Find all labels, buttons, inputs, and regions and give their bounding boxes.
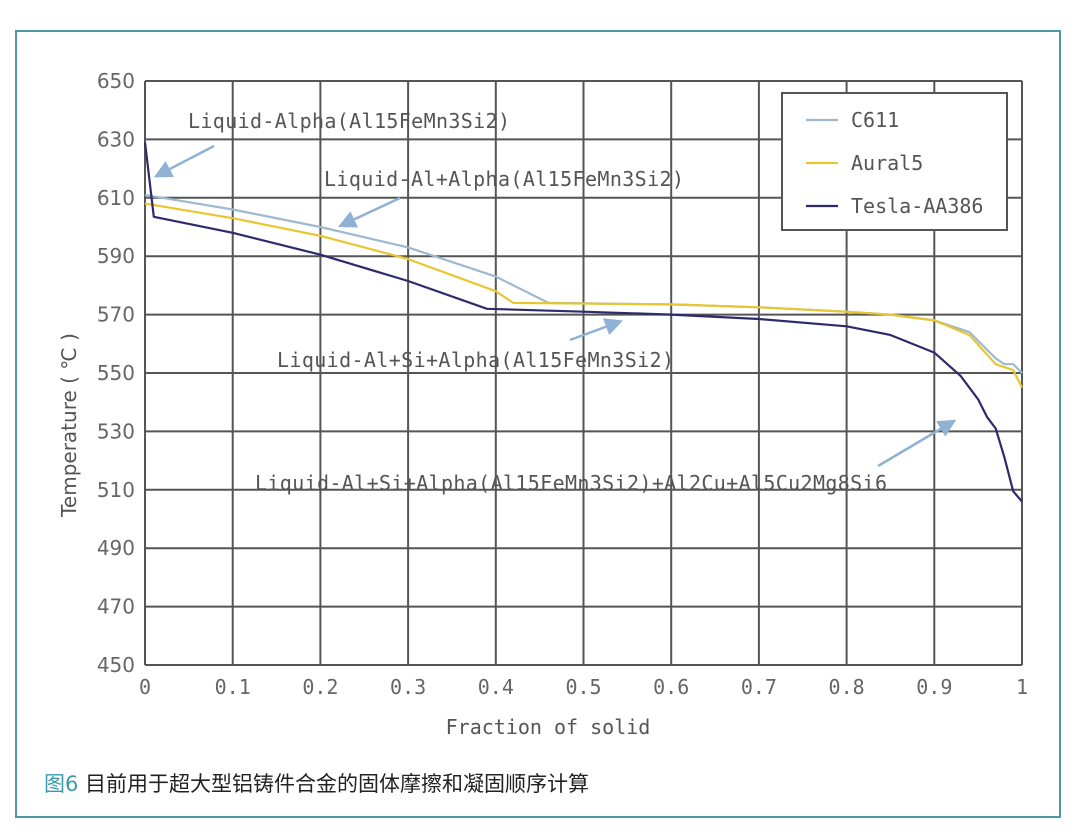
x-tick-label: 0.8 <box>829 675 865 699</box>
annotation-arrow-head <box>602 318 623 336</box>
grid <box>144 80 1023 666</box>
annotation-arrow-shaft <box>877 427 942 468</box>
y-tick-label: 530 <box>97 419 135 443</box>
series-line-aural5 <box>144 202 1023 389</box>
y-tick-label: 610 <box>97 186 135 210</box>
y-tick-label: 510 <box>97 478 135 502</box>
legend-label: Tesla-AA386 <box>851 194 983 218</box>
annotation-arrow-shaft <box>353 196 401 221</box>
annotation-arrow-head <box>153 161 174 178</box>
x-axis-label: Fraction of solid <box>446 715 651 739</box>
annotation-arrow-shaft <box>569 325 607 342</box>
annotation-arrow-shaft <box>169 144 215 171</box>
x-tick-label: 0.4 <box>478 675 514 699</box>
y-tick-label: 450 <box>97 653 135 677</box>
x-tick-label: 0.9 <box>916 675 952 699</box>
legend: C611 Aural5 Tesla-AA386 <box>781 92 1008 231</box>
x-tick-label: 0.6 <box>653 675 689 699</box>
series-line-tesla-aa386 <box>143 142 1023 503</box>
annotation-arrow-head <box>936 419 957 437</box>
legend-label: C611 <box>851 108 899 132</box>
y-tick-label: 470 <box>97 595 135 619</box>
annotation-label: Liquid-Alpha(Al15FeMn3Si2) <box>188 109 510 133</box>
y-tick-label: 490 <box>97 536 135 560</box>
x-tick-label: 0.3 <box>390 675 426 699</box>
y-tick-label: 570 <box>97 303 135 327</box>
legend-label: Aural5 <box>851 151 923 175</box>
annotations: Liquid-Alpha(Al15FeMn3Si2) Liquid-Al+Alph… <box>153 109 957 495</box>
x-tick-label: 0.7 <box>741 675 777 699</box>
x-tick-label: 0.2 <box>302 675 338 699</box>
annotation-label: Liquid-Al+Si+Alpha(Al15FeMn3Si2) <box>277 348 674 372</box>
x-tick-label: 0 <box>139 675 151 699</box>
figure-frame <box>15 30 1061 818</box>
x-tick-label: 1 <box>1016 675 1028 699</box>
annotation-arrow-head <box>337 211 359 228</box>
y-tick-label: 630 <box>97 127 135 151</box>
x-tick-label: 0.5 <box>565 675 601 699</box>
series-lines <box>143 142 1023 503</box>
x-tick-label: 0.1 <box>215 675 251 699</box>
y-tick-label: 550 <box>97 361 135 385</box>
axis-ticks: 0 0.1 0.2 0.3 0.4 0.5 0.6 0.7 0.8 0.9 1 650 630 610 59… <box>97 69 1028 699</box>
caption-text: 目前用于超大型铝铸件合金的固体摩擦和凝固顺序计算 <box>78 772 590 796</box>
y-tick-label: 590 <box>97 244 135 268</box>
y-tick-label: 650 <box>97 69 135 93</box>
annotation-label: Liquid-Al+Si+Alpha(Al15FeMn3Si2)+Al2Cu+A… <box>255 471 887 495</box>
figure-caption: 图6 目前用于超大型铝铸件合金的固体摩擦和凝固顺序计算 <box>44 768 589 798</box>
figure-label: 图6 <box>44 772 79 796</box>
y-axis-label: Temperature ( ℃ ) <box>57 333 81 518</box>
annotation-label: Liquid-Al+Alpha(Al15FeMn3Si2) <box>324 167 684 191</box>
